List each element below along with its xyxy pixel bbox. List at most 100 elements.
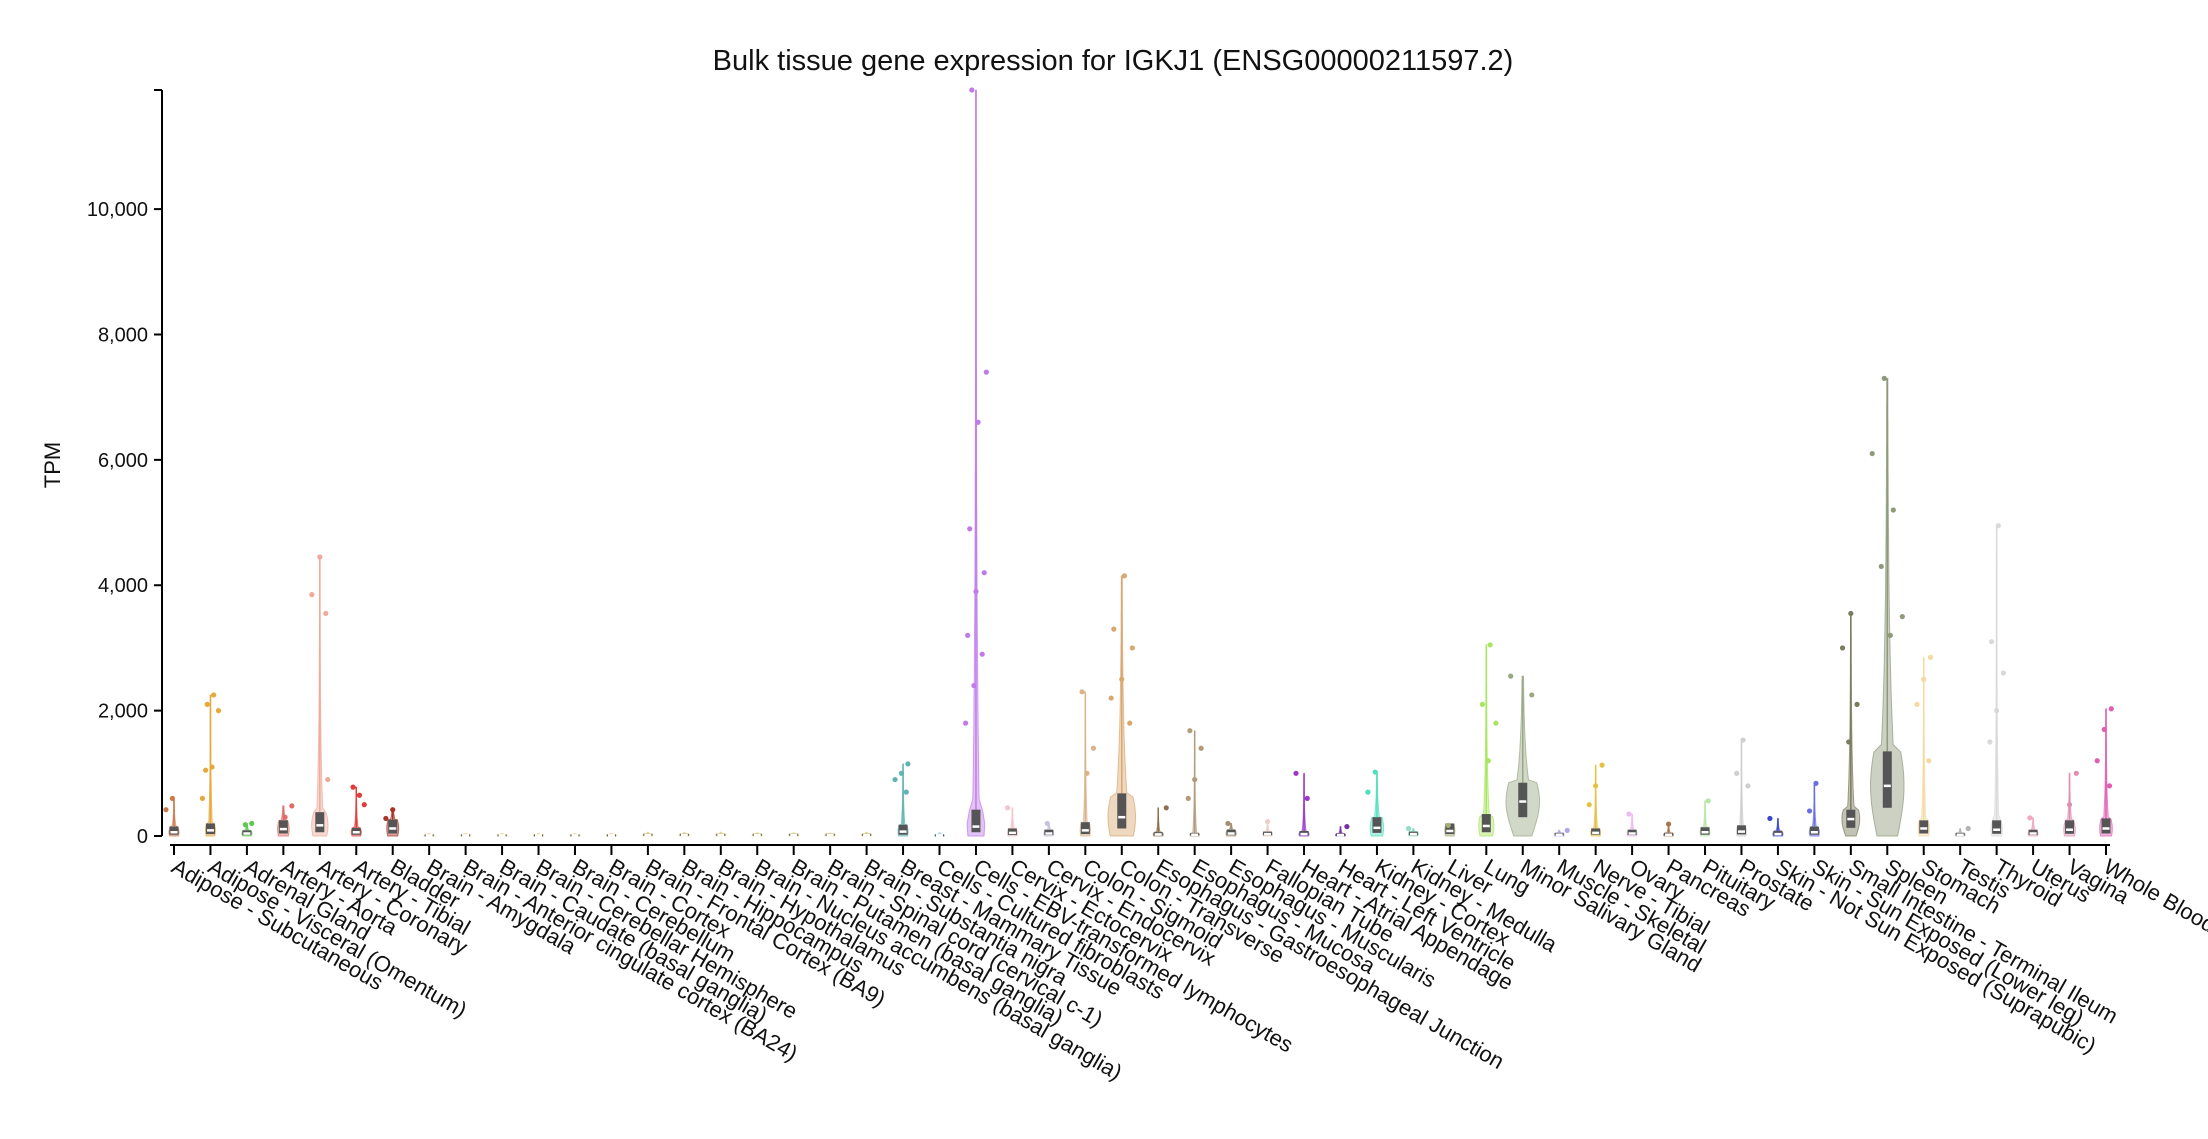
outlier-point <box>1079 689 1084 694</box>
outlier-point <box>1900 614 1905 619</box>
outlier-point <box>1122 573 1127 578</box>
outlier-point <box>216 708 221 713</box>
iqr-box <box>1372 817 1381 833</box>
outlier-point <box>2074 771 2079 776</box>
outlier-point <box>1084 771 1089 776</box>
violin-group <box>1987 523 2006 836</box>
outlier-point <box>973 589 978 594</box>
violin-group <box>461 833 471 836</box>
outlier-point <box>1045 821 1050 826</box>
outlier-point <box>1891 507 1896 512</box>
iqr-box <box>1117 793 1126 828</box>
outlier-point <box>982 570 987 575</box>
violin-group <box>1079 689 1096 836</box>
outlier-point <box>1111 627 1116 632</box>
violin-group <box>789 833 799 836</box>
outlier-point <box>1888 633 1893 638</box>
iqr-box <box>899 825 908 835</box>
violin-group <box>1108 573 1136 836</box>
outlier-point <box>211 692 216 697</box>
outlier-point <box>965 633 970 638</box>
outlier-point <box>984 370 989 375</box>
y-tick-label: 4,000 <box>98 575 148 597</box>
outlier-point <box>1989 639 1994 644</box>
outlier-point <box>1130 645 1135 650</box>
outlier-point <box>209 764 214 769</box>
violin-group <box>1186 728 1204 836</box>
outlier-point <box>350 785 355 790</box>
iqr-box <box>206 823 215 834</box>
violin-group <box>1554 828 1570 836</box>
outlier-point <box>1373 769 1378 774</box>
outlier-point <box>1846 739 1851 744</box>
iqr-box <box>1919 820 1928 833</box>
outlier-point <box>1508 674 1513 679</box>
y-tick-label: 6,000 <box>98 450 148 472</box>
violin-group <box>1914 655 1933 836</box>
outlier-point <box>905 761 910 766</box>
outlier-point <box>1854 702 1859 707</box>
outlier-point <box>1813 781 1818 786</box>
outlier-point <box>1987 739 1992 744</box>
outlier-point <box>2102 727 2107 732</box>
outlier-point <box>1734 771 1739 776</box>
outlier-point <box>282 815 287 820</box>
outlier-point <box>969 87 974 92</box>
outlier-point <box>1879 564 1884 569</box>
outlier-point <box>163 807 168 812</box>
violin-group <box>497 833 507 836</box>
iqr-box <box>1081 822 1090 834</box>
outlier-point <box>2107 783 2112 788</box>
outlier-point <box>362 802 367 807</box>
outlier-point <box>325 777 330 782</box>
outlier-point <box>1926 758 1931 763</box>
violin-group <box>1506 674 1540 836</box>
outlier-point <box>1882 376 1887 381</box>
violin-group <box>1365 769 1383 836</box>
outlier-point <box>383 816 388 821</box>
violin-group <box>825 833 835 836</box>
violin-group <box>383 807 398 836</box>
outlier-point <box>980 652 985 657</box>
outlier-point <box>205 702 210 707</box>
outlier-point <box>2095 758 2100 763</box>
violin-group <box>1005 805 1017 836</box>
outlier-point <box>1109 695 1114 700</box>
chart-title: Bulk tissue gene expression for IGKJ1 (E… <box>713 45 1514 77</box>
iqr-box <box>1810 827 1819 835</box>
outlier-point <box>1406 826 1411 831</box>
outlier-point <box>1587 802 1592 807</box>
y-tick-label: 8,000 <box>98 324 148 346</box>
outlier-point <box>357 793 362 798</box>
violin-group <box>1734 737 1750 836</box>
violin-group <box>309 554 330 836</box>
violin-group <box>1870 376 1905 836</box>
outlier-point <box>2067 802 2072 807</box>
outlier-point <box>1305 796 1310 801</box>
outlier-point <box>1005 805 1010 810</box>
outlier-point <box>1365 790 1370 795</box>
iqr-box <box>1883 751 1892 807</box>
outlier-point <box>390 807 395 812</box>
outlier-point <box>1265 819 1270 824</box>
iqr-box <box>279 820 288 833</box>
outlier-point <box>1745 783 1750 788</box>
violin-series <box>163 87 2113 836</box>
outlier-point <box>1848 611 1853 616</box>
violin-group <box>2095 706 2114 836</box>
outlier-point <box>1840 645 1845 650</box>
violin-group <box>534 833 544 836</box>
violin-group <box>200 692 221 836</box>
violin-group <box>1225 821 1236 836</box>
outlier-point <box>1706 798 1711 803</box>
violin-group <box>935 833 945 837</box>
outlier-point <box>1187 728 1192 733</box>
y-axis-label: TPM <box>40 442 65 488</box>
outlier-point <box>243 822 248 827</box>
outlier-point <box>1488 642 1493 647</box>
outlier-point <box>904 790 909 795</box>
iqr-box <box>170 827 179 835</box>
outlier-point <box>963 721 968 726</box>
